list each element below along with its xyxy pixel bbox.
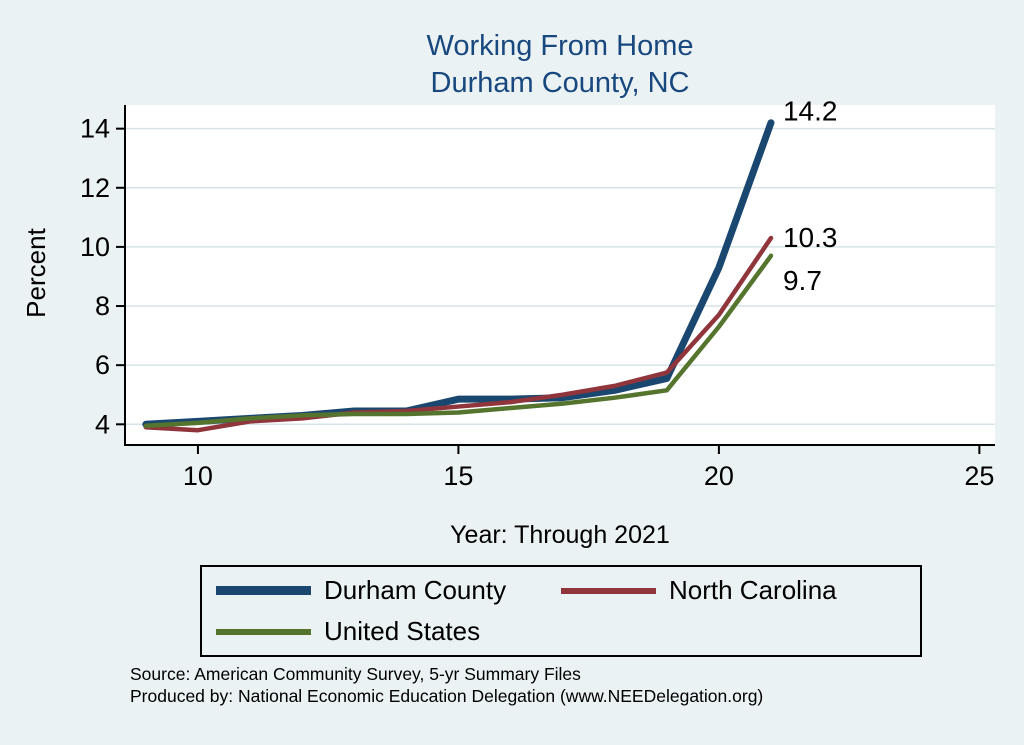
chart-plot: 4 6 8 10 12 14 10 15 20 25 14.2 10.3 9.7: [80, 96, 995, 491]
svg-text:6: 6: [95, 350, 110, 380]
legend-label-united-states: United States: [324, 616, 481, 646]
svg-text:15: 15: [443, 461, 473, 491]
legend-label-durham-county: Durham County: [324, 575, 507, 605]
chart-title-line1: Working From Home: [426, 30, 694, 62]
svg-text:10: 10: [183, 461, 213, 491]
footer-notes: Source: American Community Survey, 5-yr …: [130, 663, 763, 707]
source-note: Source: American Community Survey, 5-yr …: [130, 664, 581, 684]
svg-text:25: 25: [964, 461, 994, 491]
united-states-line-swatch: [216, 628, 311, 635]
svg-text:14: 14: [80, 114, 110, 144]
svg-text:14.2: 14.2: [783, 96, 838, 127]
legend-item-durham-county: Durham County: [216, 575, 561, 606]
durham-county-line-swatch: [216, 586, 311, 595]
legend-item-north-carolina: North Carolina: [561, 575, 906, 606]
svg-text:4: 4: [95, 409, 110, 439]
svg-text:10.3: 10.3: [783, 222, 838, 253]
x-axis-label: Year: Through 2021: [450, 521, 670, 549]
y-axis-label: Percent: [21, 228, 51, 318]
chart-title: Working From Home Durham County, NC: [125, 28, 995, 102]
legend-item-united-states: United States: [216, 616, 561, 647]
svg-text:10: 10: [80, 232, 110, 262]
svg-text:8: 8: [95, 291, 110, 321]
legend: Durham County North Carolina United Stat…: [200, 565, 922, 657]
north-carolina-line-swatch: [561, 587, 656, 594]
legend-label-north-carolina: North Carolina: [669, 575, 837, 605]
svg-text:12: 12: [80, 173, 110, 203]
chart-title-line2: Durham County, NC: [430, 67, 690, 99]
produced-by-note: Produced by: National Economic Education…: [130, 686, 764, 706]
svg-text:20: 20: [704, 461, 734, 491]
svg-text:9.7: 9.7: [783, 265, 822, 296]
